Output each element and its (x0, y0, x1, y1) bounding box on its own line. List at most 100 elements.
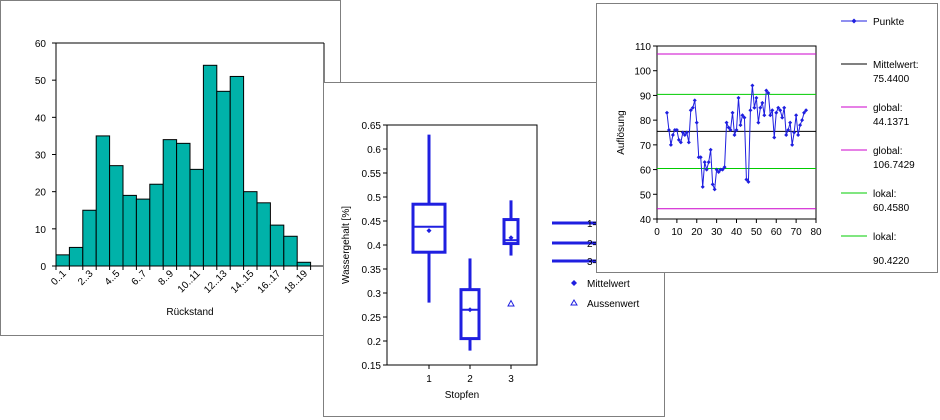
data-point (758, 105, 763, 110)
data-point (680, 130, 685, 135)
legend-value: 60.4580 (873, 203, 910, 214)
y-tick-label: 0.2 (367, 337, 381, 348)
legend-label: lokal: (873, 189, 896, 200)
y-axis-label: Wassergehalt [%] (341, 206, 352, 284)
y-tick-label: 0.15 (362, 361, 382, 372)
data-point (710, 182, 715, 187)
histogram-bar (216, 90, 231, 267)
data-point (700, 184, 705, 189)
data-point (766, 90, 771, 95)
y-tick-label: 0.25 (362, 313, 382, 324)
histogram-bar (176, 142, 191, 267)
legend-label: global: (873, 103, 902, 114)
y-tick-label: 0.4 (367, 241, 381, 252)
legend-marker (851, 18, 857, 24)
histogram-bar (296, 261, 312, 267)
x-axis-label: Stopfen (445, 390, 479, 401)
legend-label: Mittelwert: (873, 60, 919, 71)
data-point (698, 155, 703, 160)
y-tick-label: 60 (640, 166, 652, 177)
histogram-bar (243, 191, 258, 267)
histogram-bar (109, 165, 124, 267)
legend-label: lokal: (873, 232, 896, 243)
y-tick-label: 0.35 (362, 265, 382, 276)
data-point (786, 128, 791, 133)
data-point (734, 128, 739, 133)
y-tick-label: 110 (635, 42, 651, 53)
x-tick-label: 10 (671, 227, 683, 238)
histogram-bar (122, 194, 137, 267)
data-point (802, 110, 807, 115)
legend-label: 2= (587, 239, 599, 250)
x-tick-label: 8..9 (156, 268, 176, 288)
x-tick-label: 70 (791, 227, 803, 238)
data-point (724, 120, 729, 125)
x-tick-label: 30 (711, 227, 723, 238)
legend-value: 44.1371 (873, 117, 910, 128)
data-point (752, 105, 757, 110)
x-tick-label: 16..17 (256, 268, 284, 296)
x-tick-label: 2..3 (76, 268, 96, 288)
y-tick-label: 0.3 (367, 289, 381, 300)
data-point (728, 128, 733, 133)
y-tick-label: 100 (634, 67, 651, 78)
data-point (674, 128, 679, 133)
y-tick-label: 0.65 (362, 121, 382, 132)
legend-value: 75.4400 (873, 74, 910, 85)
x-tick-label: 2 (467, 374, 473, 385)
y-axis-label: Auflösung (616, 110, 627, 154)
line-chart: 40 50 60 70 80 90 100 110 0 10 20 30 40 50 60 70 80 Auflö… (616, 17, 919, 267)
data-point (782, 105, 787, 110)
y-tick-label: 0 (40, 262, 46, 273)
legend-value: 90.4220 (873, 256, 910, 267)
data-point (740, 113, 745, 118)
x-tick-label: 6..7 (130, 268, 150, 288)
legend-label: 3= (587, 257, 599, 268)
legend-label: 1= (587, 219, 599, 230)
y-tick-label: 50 (640, 190, 652, 201)
y-tick-label: 0.45 (362, 217, 382, 228)
data-point (800, 118, 805, 123)
mean-marker (426, 228, 432, 234)
legend-label: global: (873, 146, 902, 157)
data-point (666, 128, 671, 133)
data-point (738, 123, 743, 128)
histogram-bar (55, 254, 70, 267)
data-point (692, 98, 697, 103)
histogram-bar (135, 198, 151, 267)
y-tick-label: 80 (640, 116, 652, 127)
data-point (798, 123, 803, 128)
y-tick-label: 40 (35, 113, 47, 124)
outlier-marker (507, 299, 515, 307)
histogram-bar (202, 64, 218, 267)
data-point (684, 130, 689, 135)
data-point (664, 110, 669, 115)
data-point (732, 132, 737, 137)
x-tick-label: 3 (508, 374, 514, 385)
x-tick-label: 10..11 (176, 268, 203, 295)
data-point (730, 110, 735, 115)
y-tick-label: 90 (640, 91, 652, 102)
y-tick-label: 0.5 (367, 193, 381, 204)
legend-label: Mittelwert (587, 279, 630, 290)
x-tick-label: 60 (771, 227, 783, 238)
legend-label: Aussenwert (587, 299, 639, 310)
data-point (722, 165, 727, 170)
x-axis-label: Rückstand (166, 307, 213, 318)
histogram-bar (229, 75, 245, 267)
data-point (726, 125, 731, 130)
data-point (768, 113, 773, 118)
data-point (762, 113, 767, 118)
data-point (716, 170, 721, 175)
data-point (794, 113, 799, 118)
x-tick-label: 4..5 (103, 268, 123, 288)
data-point (784, 132, 789, 137)
data-point (720, 167, 725, 172)
box (459, 288, 481, 341)
x-tick-label: 50 (751, 227, 763, 238)
legend-outlier-marker (570, 299, 578, 306)
x-tick-label: 1 (426, 374, 432, 385)
data-point (678, 140, 683, 145)
data-point (770, 108, 775, 113)
